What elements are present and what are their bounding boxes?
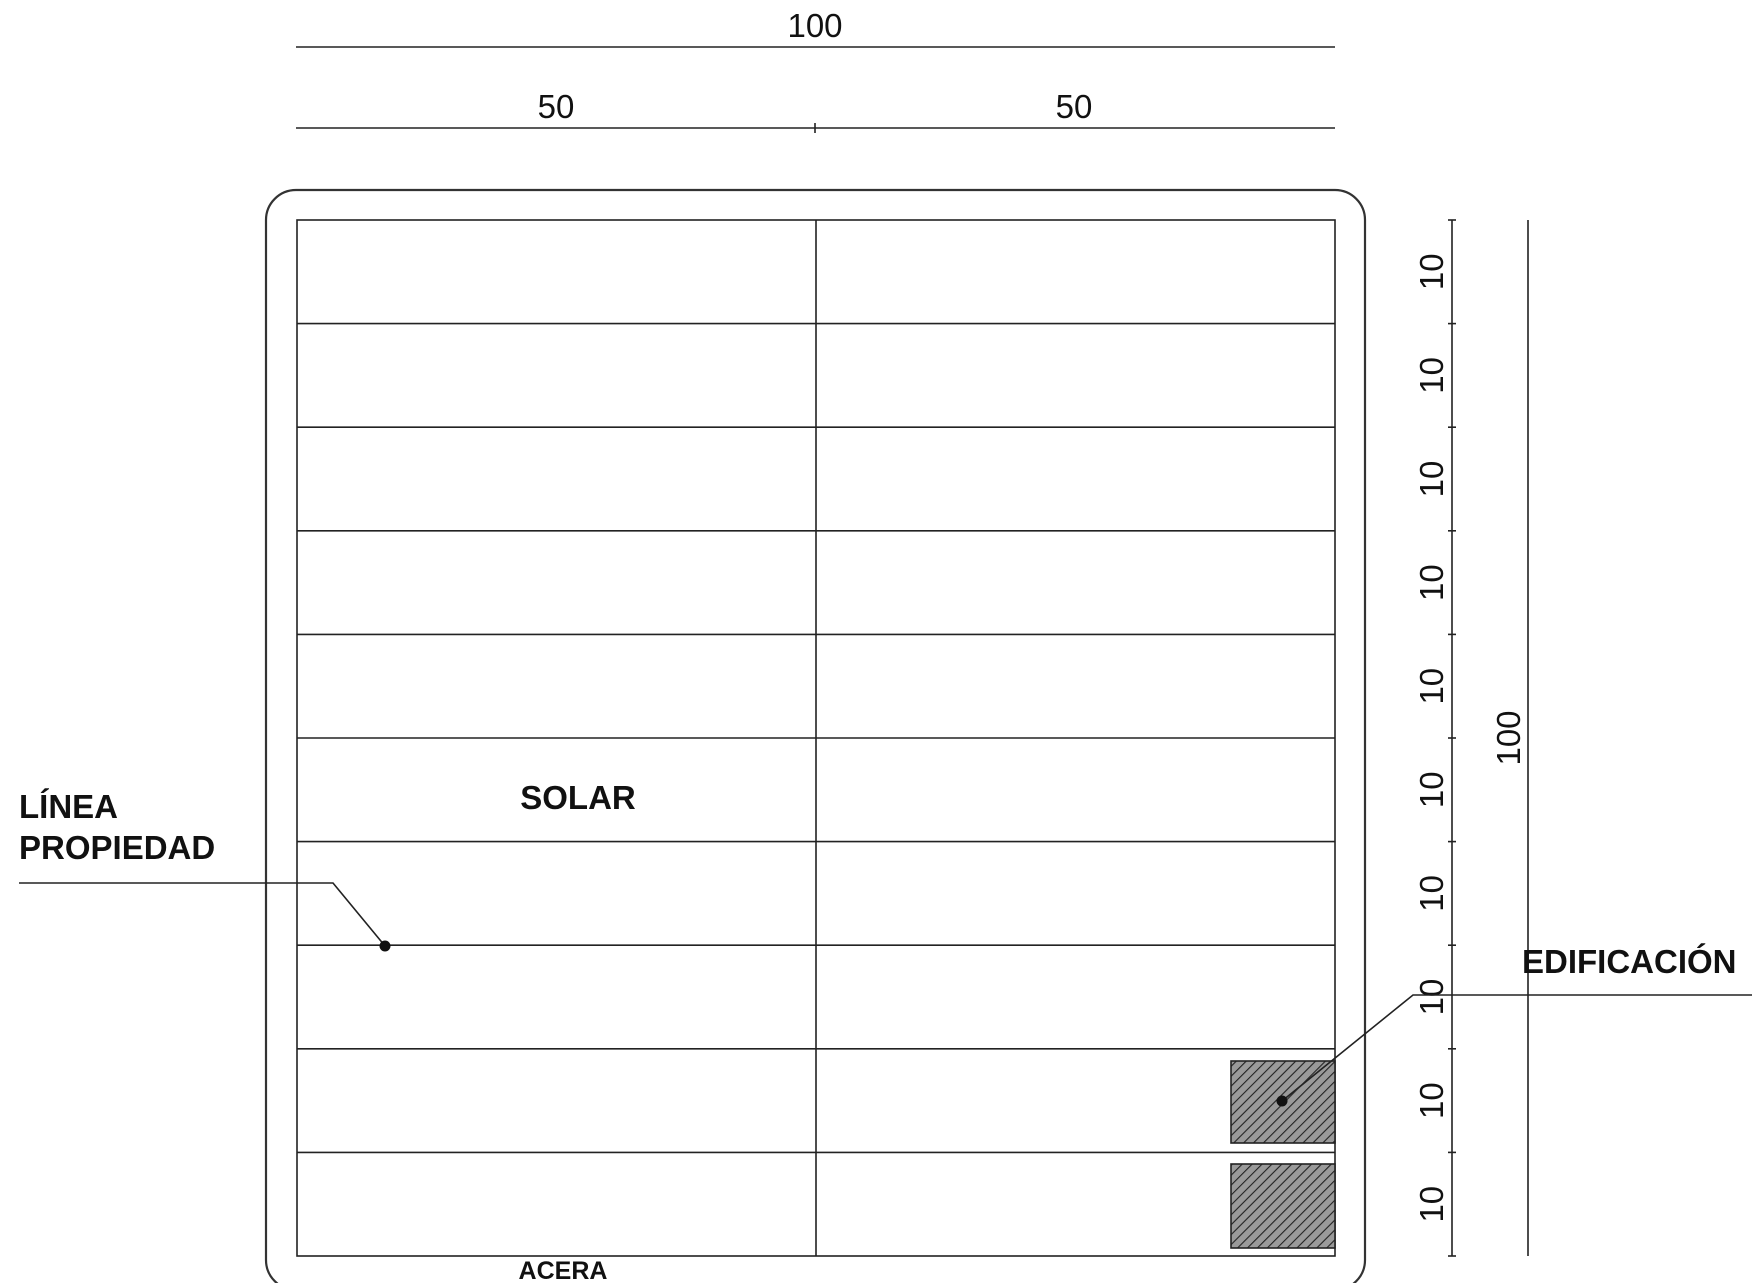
right-row-dimension-label: 10 — [1413, 875, 1450, 912]
top-total-dimension-label: 100 — [787, 7, 842, 44]
building-callout: EDIFICACIÓN — [1276, 943, 1752, 1107]
building-label: EDIFICACIÓN — [1522, 943, 1737, 980]
right-row-dimension-label: 10 — [1413, 668, 1450, 705]
right-dimension-group: 10 10 10 10 10 10 10 10 10 10 100 — [1413, 219, 1529, 1257]
building-block-lower — [1230, 1163, 1336, 1249]
right-row-dimension-label: 10 — [1413, 253, 1450, 290]
right-row-dimension-label: 10 — [1413, 357, 1450, 394]
right-total-dimension-label: 100 — [1490, 710, 1527, 765]
property-boundary — [264, 188, 1367, 1283]
grid-row-lines — [297, 322, 1335, 1154]
right-row-dimension-label: 10 — [1413, 461, 1450, 498]
property-line-leader-dot — [379, 940, 391, 952]
right-row-dimension-label: 10 — [1413, 564, 1450, 601]
top-right-half-dimension-label: 50 — [1056, 88, 1093, 125]
lot-grid — [296, 219, 1336, 1257]
right-row-dimension-label: 10 — [1413, 1186, 1450, 1223]
property-line-leader — [19, 882, 386, 947]
acera-label: ACERA — [519, 1257, 608, 1283]
property-line-callout: LÍNEA PROPIEDAD — [19, 788, 391, 952]
top-left-half-dimension-label: 50 — [538, 88, 575, 125]
right-row-dimension-label: 10 — [1413, 1082, 1450, 1119]
solar-label: SOLAR — [520, 779, 636, 816]
property-line-label-line2: PROPIEDAD — [19, 829, 215, 866]
property-line-label-line1: LÍNEA — [19, 788, 118, 825]
right-row-dimension-ticks — [1448, 219, 1456, 1257]
building-leader-dot — [1276, 1095, 1288, 1107]
right-row-dimension-labels: 10 10 10 10 10 10 10 10 10 10 — [1413, 253, 1450, 1222]
right-row-dimension-label: 10 — [1413, 771, 1450, 808]
right-row-dimension-label: 10 — [1413, 979, 1450, 1016]
building-leader — [1281, 994, 1752, 1102]
top-dimension-group: 100 50 50 — [296, 7, 1335, 133]
